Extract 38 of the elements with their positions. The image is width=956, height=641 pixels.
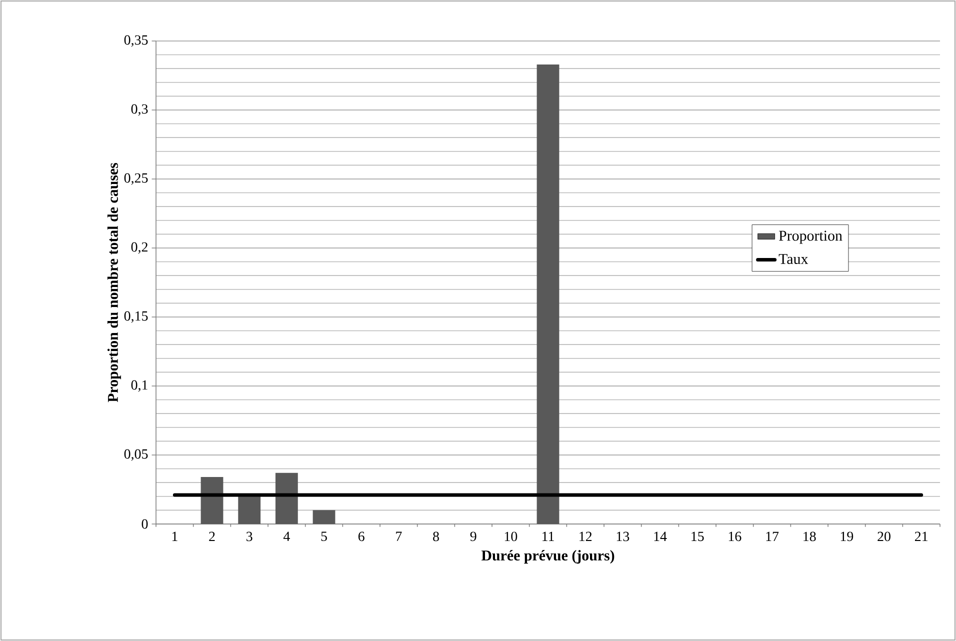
y-axis-title: Proportion du nombre total de causes: [107, 162, 121, 402]
y-tick-label: 0,1: [131, 380, 148, 392]
y-tick-label: 0,15: [124, 311, 148, 323]
x-tick-label: 5: [321, 532, 327, 542]
x-tick-label: 14: [654, 532, 667, 541]
x-tick-label: 12: [580, 532, 592, 541]
x-tick-label: 7: [396, 532, 402, 541]
x-tick-label: 8: [433, 532, 439, 542]
x-tick-label: 9: [470, 532, 476, 542]
legend-label: Taux: [778, 254, 808, 264]
x-tick-label: 20: [878, 532, 890, 542]
y-tick-label: 0,25: [124, 173, 148, 185]
x-axis-title: Durée prévue (jours): [481, 550, 614, 564]
bar: [275, 472, 298, 524]
legend-label: Proportion: [778, 230, 842, 244]
y-tick-label: 0: [142, 519, 148, 529]
x-tick-label: 2: [209, 532, 215, 541]
x-tick-label: 16: [728, 532, 742, 542]
x-tick-label: 4: [283, 532, 290, 541]
x-tick-label: 17: [766, 532, 779, 541]
x-tick-label: 3: [246, 532, 252, 542]
x-tick-label: 13: [616, 532, 630, 542]
bar: [312, 510, 336, 524]
y-tick-label: 0,05: [124, 449, 148, 461]
y-tick-label: 0,35: [124, 35, 148, 47]
bar: [536, 64, 560, 524]
x-tick-label: 1: [172, 532, 178, 541]
x-tick-label: 19: [840, 532, 854, 542]
x-tick-label: 21: [914, 532, 928, 541]
x-tick-label: 11: [542, 532, 554, 541]
y-tick-label: 0,2: [131, 242, 148, 254]
x-tick-label: 15: [692, 532, 704, 542]
x-tick-label: 6: [358, 532, 364, 542]
y-tick-label: 0,3: [131, 104, 148, 116]
x-tick-label: 10: [504, 532, 518, 542]
bar: [200, 477, 224, 524]
x-tick-label: 18: [804, 532, 816, 542]
bar: [238, 496, 261, 524]
